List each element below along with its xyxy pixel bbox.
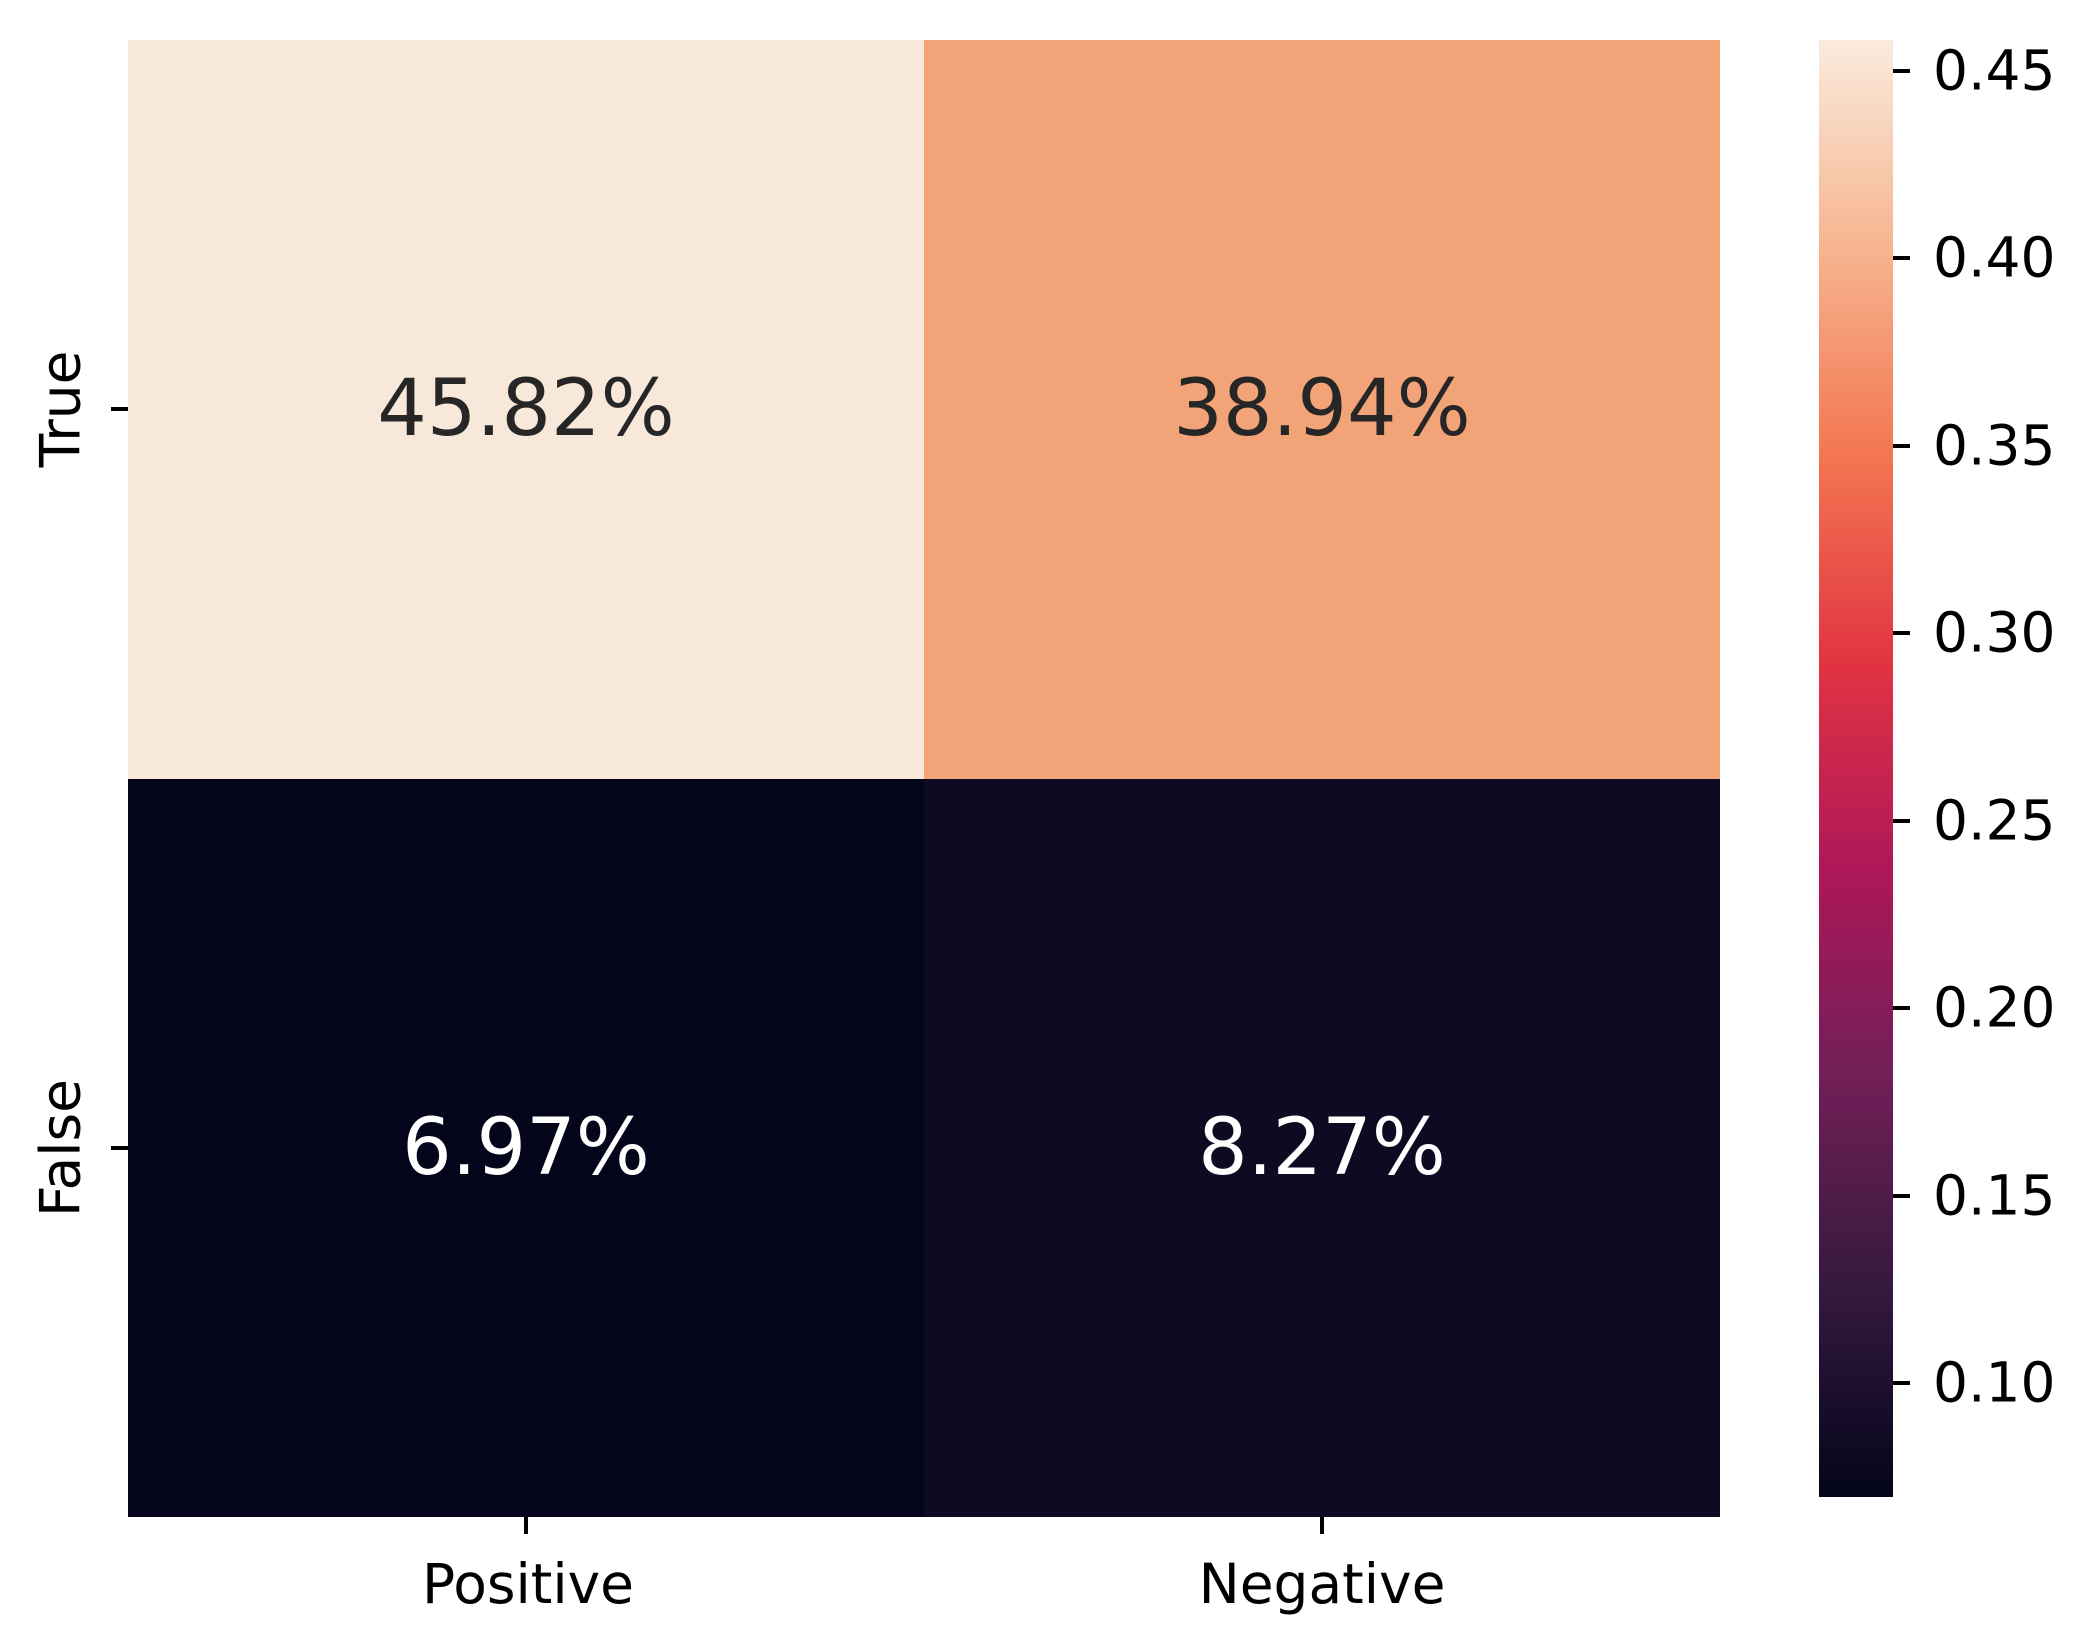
colorbar-tick-label-0.25: 0.25	[1933, 788, 2056, 853]
colorbar-tick-0.40	[1893, 256, 1910, 261]
colorbar-tick-0.30	[1893, 631, 1910, 636]
x-tick-label-negative: Negative	[1198, 1552, 1446, 1616]
y-tick-label-false: False	[28, 1078, 93, 1218]
colorbar-tick-label-0.40: 0.40	[1933, 225, 2056, 290]
colorbar-tick-0.35	[1893, 443, 1910, 448]
x-axis-tick-positive	[524, 1517, 528, 1534]
x-axis-tick-negative	[1320, 1517, 1324, 1534]
colorbar-tick-0.10	[1893, 1381, 1910, 1386]
colorbar-gradient	[1819, 40, 1893, 1497]
colorbar-tick-0.25	[1893, 818, 1910, 823]
colorbar-tick-label-0.15: 0.15	[1933, 1163, 2056, 1228]
colorbar-tick-label-0.35: 0.35	[1933, 413, 2056, 478]
heatmap-cell-true-negative: 38.94%	[924, 40, 1720, 779]
heatmap-cell-false-positive: 6.97%	[128, 778, 924, 1517]
colorbar-tick-0.20	[1893, 1006, 1910, 1011]
colorbar-tick-0.45	[1893, 68, 1910, 73]
y-tick-label-true: True	[28, 350, 93, 468]
colorbar-tick-label-0.10: 0.10	[1933, 1350, 2056, 1415]
colorbar-tick-label-0.45: 0.45	[1933, 38, 2056, 103]
heatmap: 45.82% 38.94% 6.97% 8.27%	[128, 40, 1720, 1517]
heatmap-cell-false-negative: 8.27%	[924, 778, 1720, 1517]
y-axis-tick-false	[111, 1146, 128, 1150]
colorbar-tick-0.15	[1893, 1193, 1910, 1198]
y-axis-tick-true	[111, 407, 128, 411]
x-tick-label-positive: Positive	[421, 1552, 635, 1616]
colorbar-tick-label-0.30: 0.30	[1933, 600, 2056, 665]
heatmap-cell-true-positive: 45.82%	[128, 40, 924, 779]
colorbar-tick-label-0.20: 0.20	[1933, 975, 2056, 1040]
